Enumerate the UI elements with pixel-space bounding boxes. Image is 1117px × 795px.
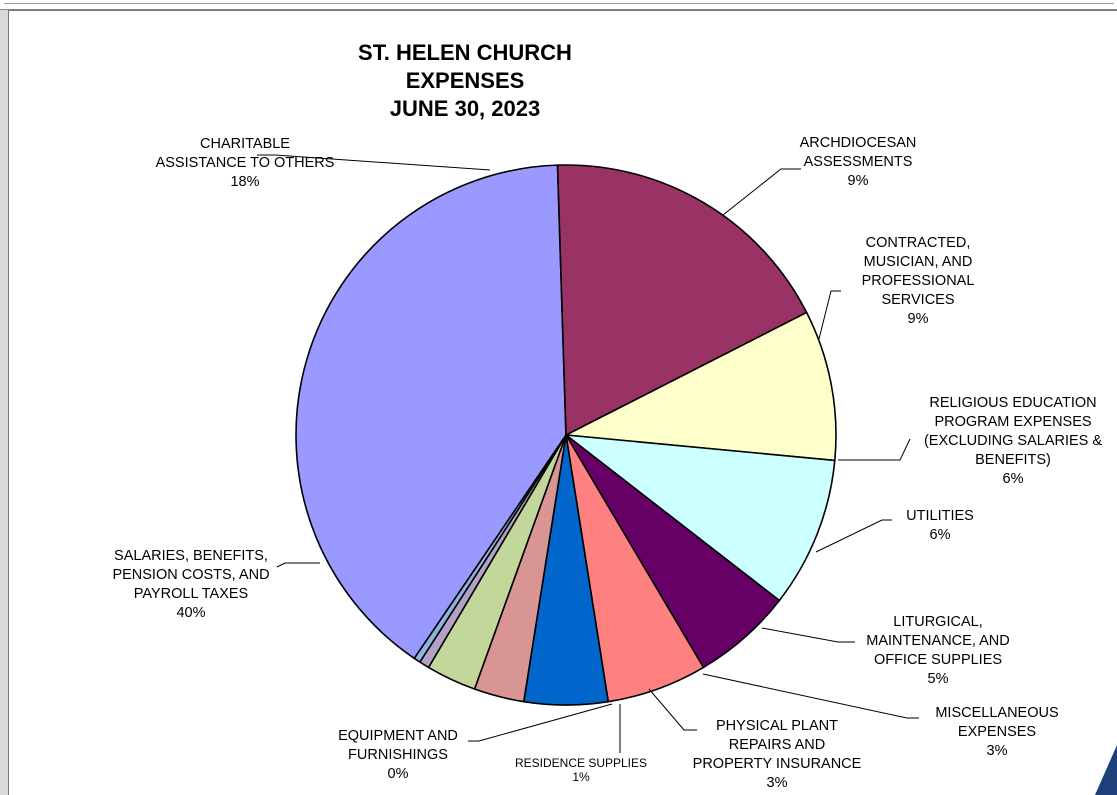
slice-category-label: BENEFITS) <box>975 452 1051 468</box>
slice-percent-label: 9% <box>848 173 869 189</box>
slice-percent-label: 6% <box>1003 471 1024 487</box>
slice-category-label: SERVICES <box>881 292 954 308</box>
slice-category-label: (EXCLUDING SALARIES & <box>924 433 1102 449</box>
slice-category-label: PROGRAM EXPENSES <box>934 414 1091 430</box>
slice-category-label: EQUIPMENT AND <box>338 728 458 744</box>
slice-category-label: UTILITIES <box>906 508 974 524</box>
leader-line <box>761 627 855 643</box>
leader-line <box>468 703 613 742</box>
slice-label: EQUIPMENT AND FURNISHINGS 0% <box>338 728 458 782</box>
pie-chart: ST. HELEN CHURCH EXPENSES JUNE 30, 2023 AR… <box>112 40 1102 791</box>
top-border-bar <box>0 0 1117 10</box>
slice-category-label: CONTRACTED, <box>866 235 971 251</box>
slice-percent-label: 5% <box>928 671 949 687</box>
leader-line <box>815 519 892 553</box>
chart-title-line: ST. HELEN CHURCH <box>358 40 572 65</box>
slice-category-label: CHARITABLE <box>200 136 290 152</box>
slice-percent-label: 0% <box>388 766 409 782</box>
slice-category-label: OFFICE SUPPLIES <box>874 652 1002 668</box>
slice-percent-label: 3% <box>987 743 1008 759</box>
slice-label: CHARITABLE ASSISTANCE TO OTHERS 18% <box>156 136 335 190</box>
pie-slice <box>563 433 836 602</box>
slice-category-label: SALARIES, BENEFITS, <box>114 548 268 564</box>
slice-category-label: RELIGIOUS EDUCATION <box>929 395 1096 411</box>
slice-percent-label: 40% <box>176 605 205 621</box>
chart-title-line: EXPENSES <box>406 68 525 93</box>
pie-slice <box>556 164 808 437</box>
slice-category-label: MAINTENANCE, AND <box>866 633 1009 649</box>
leader-line <box>648 688 697 731</box>
top-border-rule <box>4 3 1114 6</box>
slice-label: CONTRACTED, MUSICIAN, AND PROFESSIONAL SERV… <box>862 235 975 327</box>
slice-category-label: FURNISHINGS <box>348 747 448 763</box>
chart-area: ST. HELEN CHURCH EXPENSES JUNE 30, 2023 AR… <box>8 10 1117 795</box>
pie-slice <box>295 164 567 660</box>
slice-labels: ARCHDIOCESAN ASSESSMENTS 9% CONTRACTED, MUSI… <box>112 135 1102 791</box>
slice-category-label: PENSION COSTS, AND <box>112 567 269 583</box>
pie-slices <box>295 164 837 706</box>
slice-category-label: MISCELLANEOUS <box>935 705 1058 721</box>
slice-category-label: PAYROLL TAXES <box>134 586 248 602</box>
leader-line <box>722 168 801 216</box>
chart-title-line: JUNE 30, 2023 <box>390 96 540 121</box>
leader-line <box>276 562 320 568</box>
slice-category-label: REPAIRS AND <box>729 737 825 753</box>
slice-category-label: ARCHDIOCESAN <box>800 135 917 151</box>
slice-percent-label: 1% <box>572 770 590 784</box>
slice-label: RELIGIOUS EDUCATION PROGRAM EXPENSES (EXCL… <box>924 395 1102 487</box>
chart-title: ST. HELEN CHURCH EXPENSES JUNE 30, 2023 <box>358 40 572 121</box>
slice-percent-label: 18% <box>230 174 259 190</box>
slice-label: ARCHDIOCESAN ASSESSMENTS 9% <box>800 135 917 189</box>
slice-percent-label: 9% <box>908 311 929 327</box>
slice-category-label: ASSISTANCE TO OTHERS <box>156 155 335 171</box>
slice-label: LITURGICAL, MAINTENANCE, AND OFFICE SUPPLI… <box>866 614 1009 687</box>
slice-label: UTILITIES 6% <box>906 508 974 543</box>
slice-category-label: RESIDENCE SUPPLIES <box>515 756 647 770</box>
slice-category-label: MUSICIAN, AND <box>864 254 973 270</box>
slice-percent-label: 3% <box>767 775 788 791</box>
slice-percent-label: 6% <box>930 527 951 543</box>
slice-label: PHYSICAL PLANT REPAIRS AND PROPERTY INSURA… <box>693 718 862 791</box>
slice-category-label: EXPENSES <box>958 724 1036 740</box>
leader-line <box>818 290 841 340</box>
slice-category-label: PROFESSIONAL <box>862 273 975 289</box>
slice-category-label: PHYSICAL PLANT <box>716 718 838 734</box>
slice-category-label: ASSESSMENTS <box>804 154 913 170</box>
leader-line <box>257 154 491 171</box>
pie-slice <box>563 311 837 462</box>
slice-label: SALARIES, BENEFITS, PENSION COSTS, AND PAY… <box>112 548 269 621</box>
leader-line <box>702 673 919 719</box>
slice-category-label: LITURGICAL, <box>893 614 982 630</box>
slice-label: MISCELLANEOUS EXPENSES 3% <box>935 705 1058 759</box>
leader-lines <box>257 154 919 753</box>
leader-line <box>838 438 911 461</box>
slice-category-label: PROPERTY INSURANCE <box>693 756 862 772</box>
